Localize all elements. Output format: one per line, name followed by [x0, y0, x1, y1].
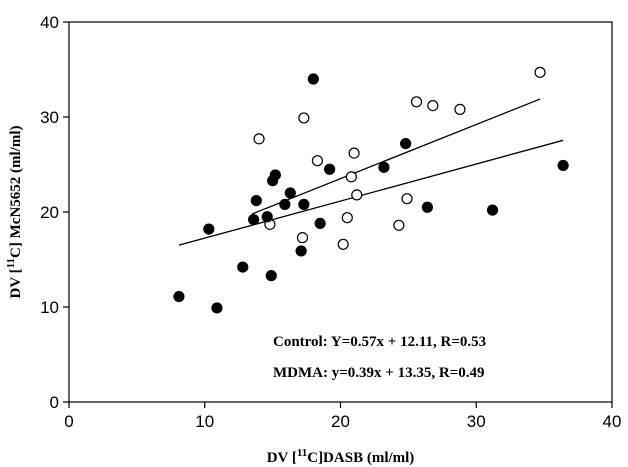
mdma-fit-annotation: MDMA: y=0.39x + 13.35, R=0.49	[273, 365, 484, 381]
x-tick-label: 0	[64, 412, 73, 431]
mdma-point	[265, 270, 277, 282]
mdma-point	[557, 159, 569, 172]
mdma-point	[295, 245, 307, 257]
mdma-point	[279, 198, 291, 210]
control-point	[427, 99, 439, 112]
y-axis-title: DV [11C] McN5652 (ml/ml)	[5, 125, 24, 298]
x-tick-label: 10	[195, 412, 214, 431]
mdma-point	[211, 302, 223, 314]
control-point	[351, 189, 363, 201]
control-point	[454, 103, 466, 116]
control-point	[341, 212, 353, 224]
y-tick-label: 10	[40, 298, 59, 317]
mdma-point	[314, 217, 326, 229]
y-tick-label: 40	[40, 13, 59, 32]
control-point	[311, 155, 324, 167]
mdma-point	[237, 261, 249, 273]
control-point	[298, 112, 310, 124]
mdma-point	[250, 195, 262, 207]
control-point	[410, 96, 423, 108]
mdma-point	[486, 204, 499, 216]
control-point	[393, 219, 405, 231]
control-fit-annotation: Control: Y=0.57x + 12.11, R=0.53	[273, 334, 486, 350]
y-axis-ticks: 0 10 20 30 40	[40, 13, 69, 412]
x-tick-label: 30	[467, 412, 486, 431]
mdma-point	[421, 201, 433, 213]
mdma-point	[284, 187, 296, 199]
mdma-point	[324, 163, 336, 175]
x-axis-title: DV [11C]DASB (ml/ml)	[267, 447, 415, 466]
control-point	[337, 238, 349, 250]
mdma-point	[378, 161, 390, 173]
mdma-point	[203, 223, 215, 235]
mdma-point	[173, 290, 185, 303]
control-point	[348, 147, 360, 159]
mdma-point	[400, 138, 412, 150]
control-point	[253, 133, 265, 145]
y-tick-label: 0	[50, 393, 59, 412]
mdma-regression-line	[178, 139, 564, 246]
mdma-point	[298, 198, 310, 210]
control-regression-line	[252, 98, 541, 215]
control-point	[401, 193, 413, 205]
control-point	[296, 232, 309, 244]
y-tick-label: 20	[40, 203, 59, 222]
control-point	[345, 171, 357, 183]
mdma-point	[261, 211, 273, 223]
mdma-point	[269, 169, 281, 181]
control-point	[534, 66, 546, 78]
x-tick-label: 20	[331, 412, 350, 431]
x-axis-ticks: 0 10 20 30 40	[64, 402, 621, 431]
mdma-point	[307, 73, 319, 85]
y-tick-label: 30	[40, 108, 59, 127]
x-tick-label: 40	[603, 412, 622, 431]
regression-lines	[178, 98, 564, 246]
data-points	[173, 66, 569, 314]
mdma-point	[248, 214, 260, 226]
